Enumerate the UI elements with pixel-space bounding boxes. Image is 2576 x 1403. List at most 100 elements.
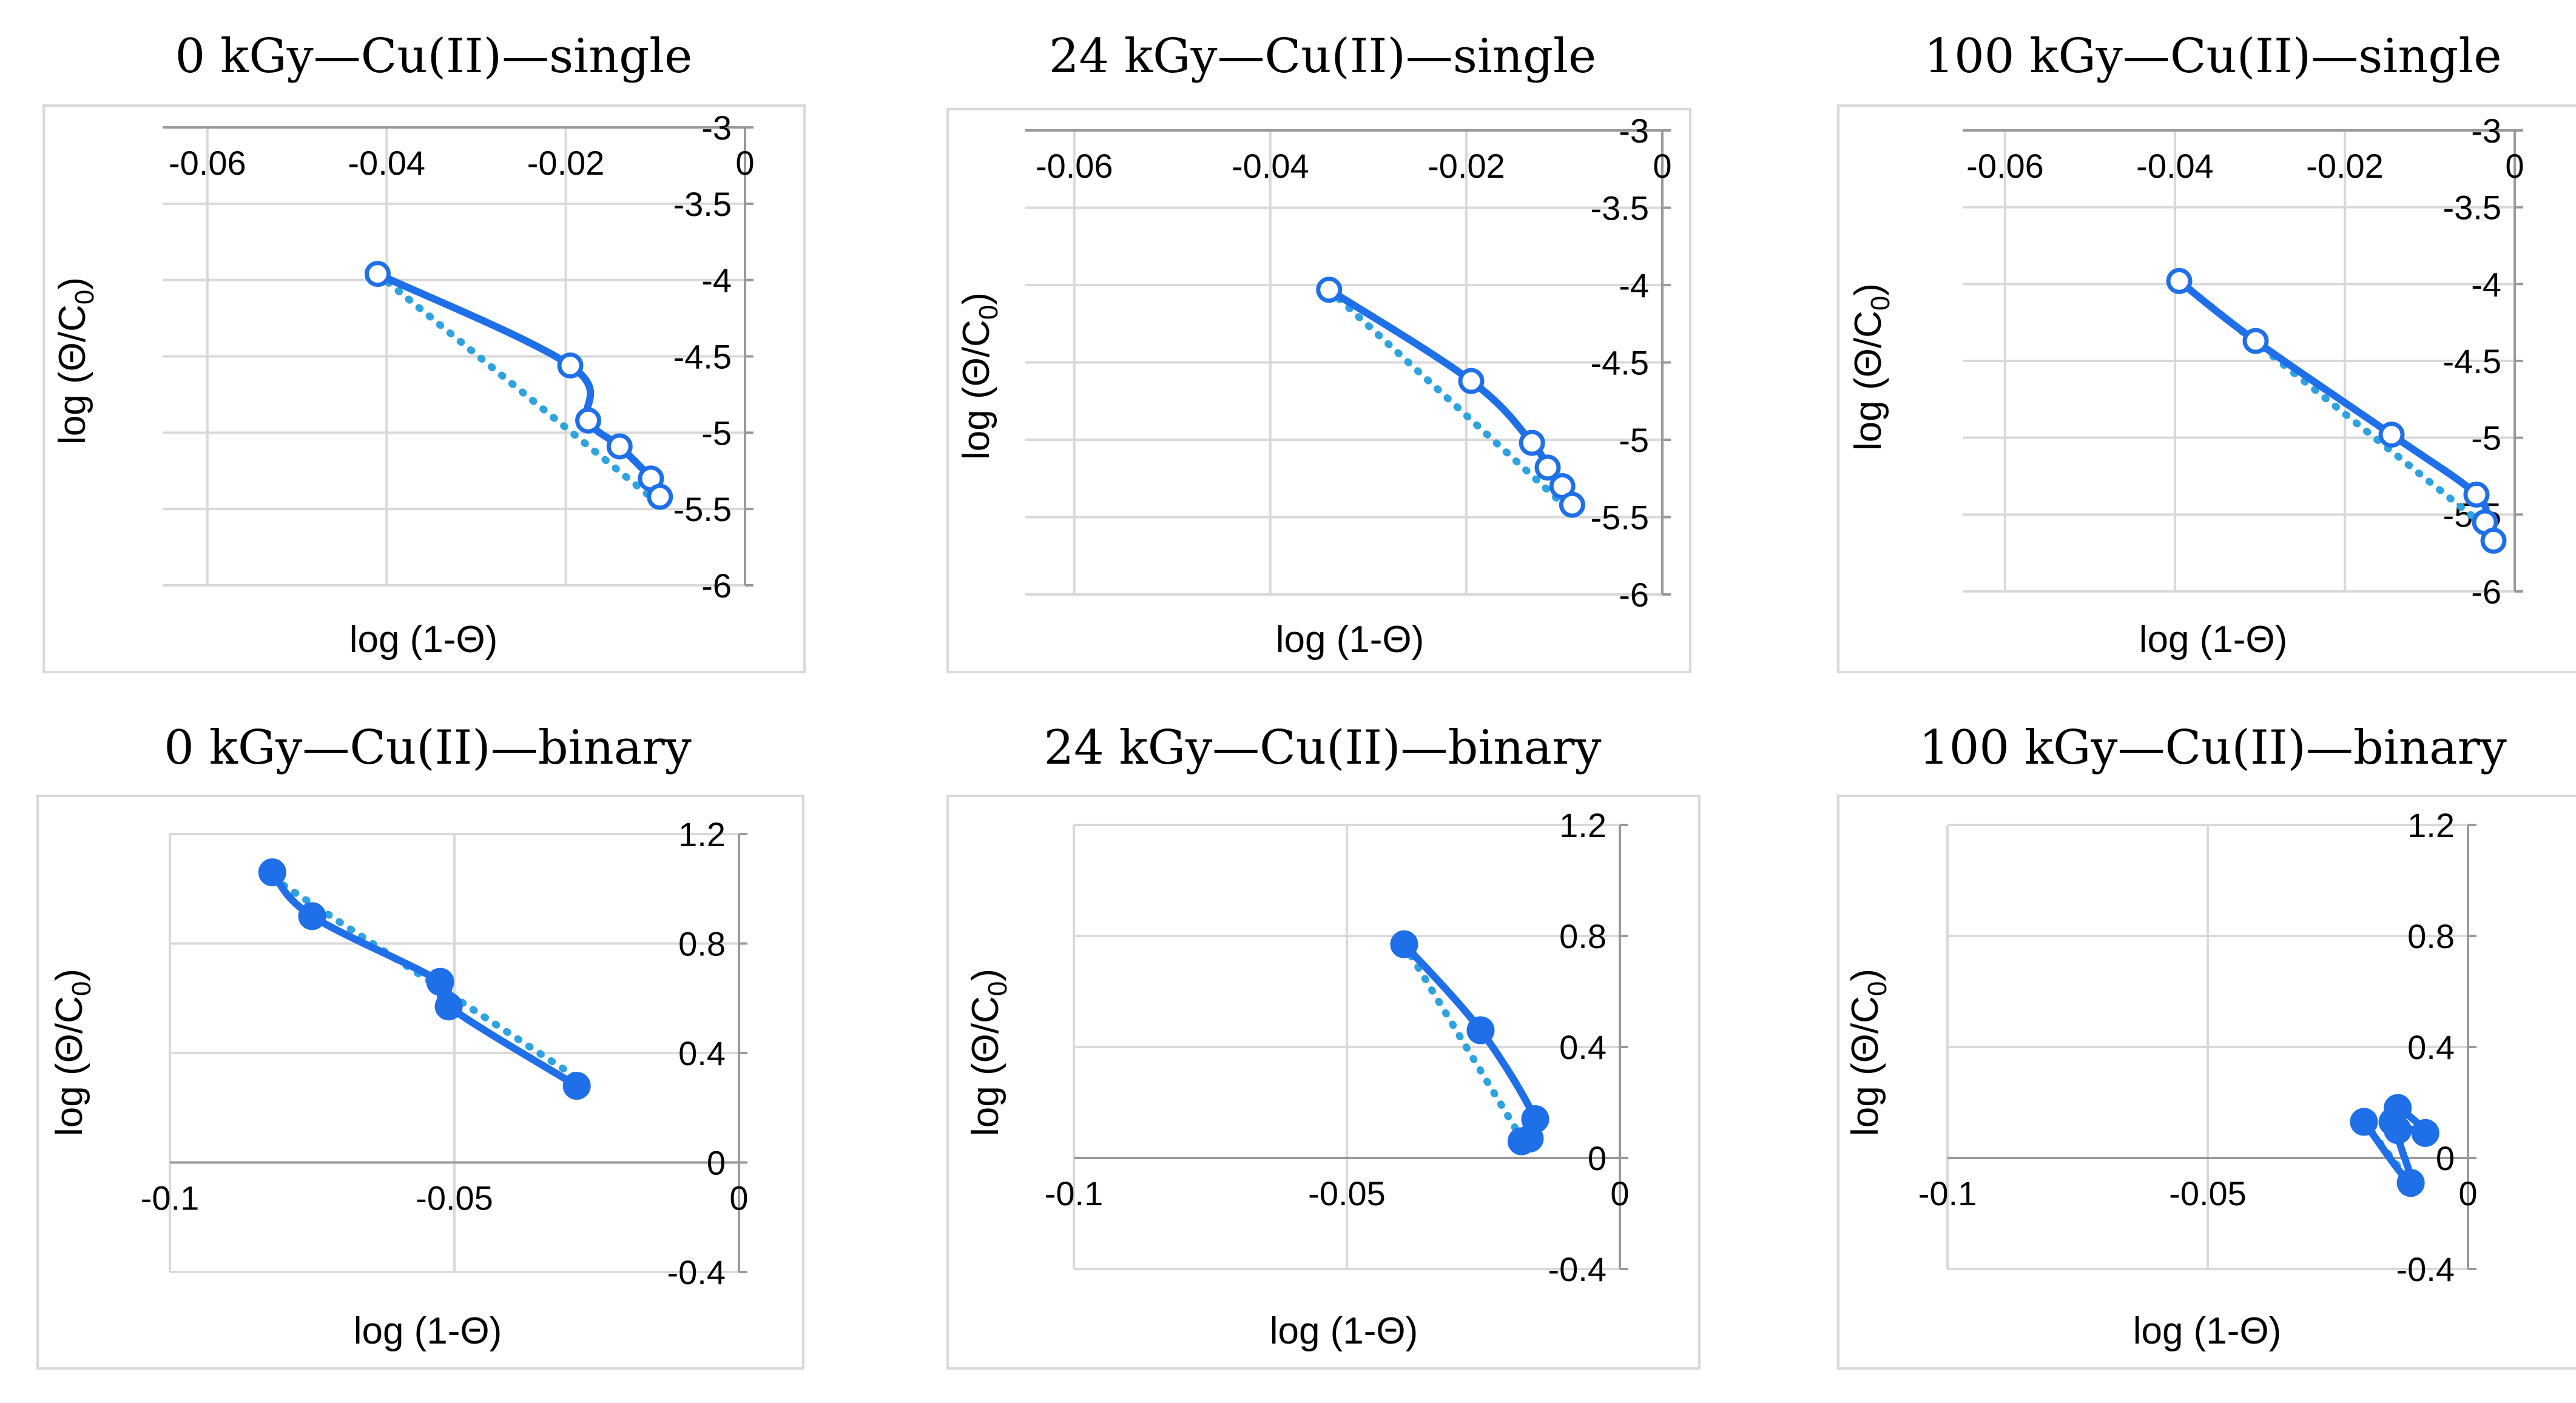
x-tick-label: -0.02 — [2306, 147, 2384, 185]
x-axis-label: log (1-Θ) — [349, 619, 498, 661]
y-tick-label: -3.5 — [1591, 189, 1650, 227]
x-tick-label: -0.04 — [348, 144, 425, 182]
data-point — [647, 483, 673, 510]
y-axis-label-subscript: 0 — [974, 305, 1003, 320]
y-tick-label: -5 — [701, 414, 732, 452]
y-axis-label-close: ) — [49, 969, 90, 981]
data-point — [1316, 277, 1343, 303]
x-axis-label: log (1-Θ) — [2133, 1310, 2282, 1352]
y-tick-label: -0.4 — [1548, 1250, 1607, 1288]
y-axis-label-subscript: 0 — [67, 981, 96, 996]
chart-title: 0 kGy—Cu(II)—binary — [164, 721, 692, 775]
x-axis-label: log (1-Θ) — [354, 1310, 502, 1352]
x-tick-label: -0.04 — [2136, 147, 2214, 185]
y-axis-label-close: ) — [956, 292, 997, 305]
y-axis-label: log (Θ/C0) — [1847, 283, 1895, 451]
data-point — [1466, 1016, 1495, 1045]
x-tick-label: 0 — [1610, 1174, 1629, 1213]
data-point — [562, 1072, 591, 1100]
data-point — [575, 407, 602, 434]
y-tick-label: -6 — [2471, 573, 2501, 611]
y-tick-label: -4.5 — [2443, 342, 2502, 380]
x-tick-label: -0.1 — [1918, 1174, 1977, 1213]
data-point — [426, 967, 454, 996]
data-point — [606, 433, 633, 460]
y-axis-label-main: log (Θ/C — [1847, 311, 1889, 451]
x-axis-label: log (1-Θ) — [2139, 619, 2288, 661]
x-tick-label: -0.02 — [1428, 147, 1505, 185]
data-point — [1390, 930, 1418, 958]
y-tick-label: 0.8 — [2407, 917, 2455, 955]
y-tick-label: 0.4 — [678, 1034, 726, 1072]
trendline — [268, 874, 581, 1082]
data-point — [2411, 1119, 2439, 1147]
y-tick-label: 0.4 — [2407, 1028, 2455, 1066]
y-tick-label: 0 — [707, 1144, 726, 1182]
data-point — [298, 902, 326, 930]
y-tick-label: -3.5 — [2443, 189, 2502, 227]
chart-frame — [1837, 104, 2576, 673]
trendline — [1400, 940, 1525, 1142]
x-tick-label: 0 — [735, 144, 754, 182]
y-tick-label: 1.2 — [678, 815, 726, 853]
x-tick-label: -0.06 — [169, 144, 246, 182]
x-tick-label: -0.06 — [1036, 147, 1113, 185]
y-tick-label: -0.4 — [667, 1253, 726, 1291]
y-tick-label: -5 — [1619, 421, 1649, 459]
y-tick-label: -3 — [2471, 112, 2501, 150]
x-tick-label: -0.05 — [2169, 1174, 2247, 1213]
y-tick-label: -6 — [1619, 576, 1649, 614]
y-axis-label-close: ) — [1844, 969, 1886, 981]
chart-1-group: -0.06 -0.04 -0.02 0-3-3.5-4-4.5-5-5.5-6log … — [956, 112, 1672, 661]
y-tick-label: -4 — [1619, 266, 1649, 304]
x-tick-label: 0 — [2505, 147, 2524, 185]
y-axis-label-close: ) — [1847, 283, 1889, 296]
y-tick-label: 0.8 — [678, 925, 726, 963]
y-tick-label: -3.5 — [673, 185, 732, 223]
y-tick-label: -4 — [701, 261, 732, 300]
y-tick-label: 0 — [2436, 1139, 2455, 1177]
y-axis-label-main: log (Θ/C — [1844, 996, 1886, 1136]
data-point — [2384, 1116, 2412, 1145]
data-point — [364, 261, 391, 288]
data-point — [557, 352, 584, 379]
y-axis-label: log (Θ/C0) — [956, 292, 1003, 460]
x-tick-label: -0.02 — [527, 144, 605, 182]
x-tick-label: 0 — [2458, 1174, 2477, 1213]
x-tick-label: -0.05 — [416, 1179, 493, 1217]
y-axis-label-close: ) — [965, 969, 1006, 981]
y-tick-label: -4 — [2471, 265, 2501, 303]
data-point — [258, 858, 286, 887]
chart-frame — [946, 108, 1691, 673]
data-point — [2480, 527, 2507, 554]
chart-frame — [36, 795, 804, 1370]
data-point — [434, 992, 463, 1021]
chart-frame — [42, 104, 806, 673]
data-point — [1519, 429, 1545, 456]
data-point — [2166, 267, 2193, 294]
y-axis-label-subscript: 0 — [70, 290, 99, 304]
x-tick-label: 0 — [729, 1179, 748, 1217]
y-axis-label-main: log (Θ/C — [49, 996, 90, 1136]
data-point — [2463, 481, 2490, 508]
y-axis-label-subscript: 0 — [1863, 981, 1892, 996]
chart-title: 100 kGy—Cu(II)—binary — [1919, 721, 2507, 775]
trendline — [1325, 286, 1576, 516]
chart-frame — [946, 795, 1701, 1370]
y-tick-label: -3 — [1619, 112, 1649, 150]
y-axis-label-main: log (Θ/C — [965, 996, 1006, 1136]
chart-title: 24 kGy—Cu(II)—single — [1048, 29, 1597, 84]
data-point — [2378, 422, 2405, 448]
y-tick-label: -4.5 — [673, 338, 732, 376]
y-tick-label: 1.2 — [2407, 806, 2455, 844]
y-tick-label: -5 — [2471, 419, 2501, 457]
x-tick-label: -0.06 — [1966, 147, 2044, 185]
y-axis-label: log (Θ/C0) — [1844, 969, 1892, 1136]
data-point — [1559, 491, 1585, 518]
chart-title: 100 kGy—Cu(II)—single — [1924, 29, 2502, 84]
chart-0-group: -0.06 -0.04 -0.02 0-3-3.5-4-4.5-5-5.5-6log … — [52, 109, 755, 661]
x-tick-label: -0.04 — [1232, 147, 1309, 185]
